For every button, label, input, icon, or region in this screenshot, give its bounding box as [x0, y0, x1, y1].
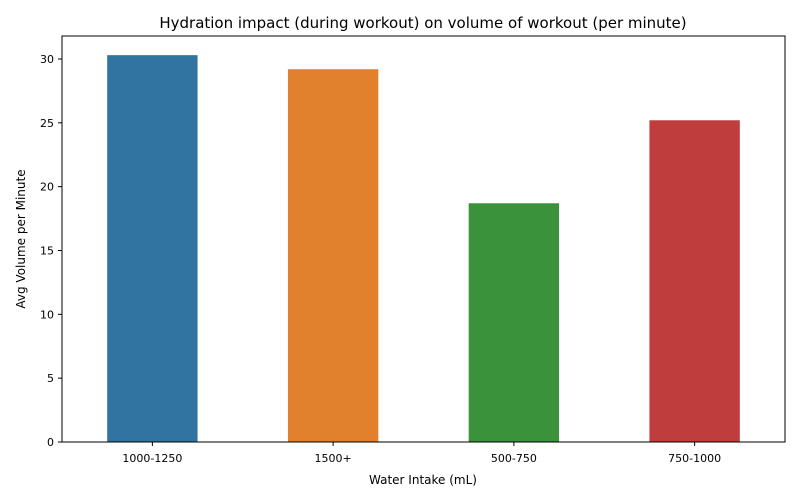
x-axis-ticks: 1000-1250 1500+ 500-750 750-1000 — [122, 442, 721, 465]
x-tick-label: 1000-1250 — [122, 452, 182, 465]
y-tick-label: 25 — [40, 117, 54, 130]
y-tick-label: 30 — [40, 53, 54, 66]
x-tick-label: 500-750 — [491, 452, 537, 465]
bar-500-750 — [468, 203, 560, 442]
y-tick-label: 0 — [47, 436, 54, 449]
y-tick-label: 20 — [40, 181, 54, 194]
chart-title: Hydration impact (during workout) on vol… — [159, 14, 686, 32]
y-tick-label: 10 — [40, 308, 54, 321]
x-axis-label: Water Intake (mL) — [369, 473, 477, 487]
bar-1500+ — [287, 69, 379, 442]
bars-layer — [107, 55, 740, 443]
bar-1000-1250 — [107, 55, 198, 443]
y-tick-label: 15 — [40, 244, 54, 257]
x-tick-label: 1500+ — [315, 452, 352, 465]
plot-frame — [61, 35, 786, 443]
y-axis-label: Avg Volume per Minute — [14, 169, 28, 308]
y-axis-ticks: 0 5 10 15 20 25 30 — [40, 53, 62, 449]
y-tick-label: 5 — [47, 372, 54, 385]
x-tick-label: 750-1000 — [668, 452, 721, 465]
bar-750-1000 — [649, 120, 740, 442]
